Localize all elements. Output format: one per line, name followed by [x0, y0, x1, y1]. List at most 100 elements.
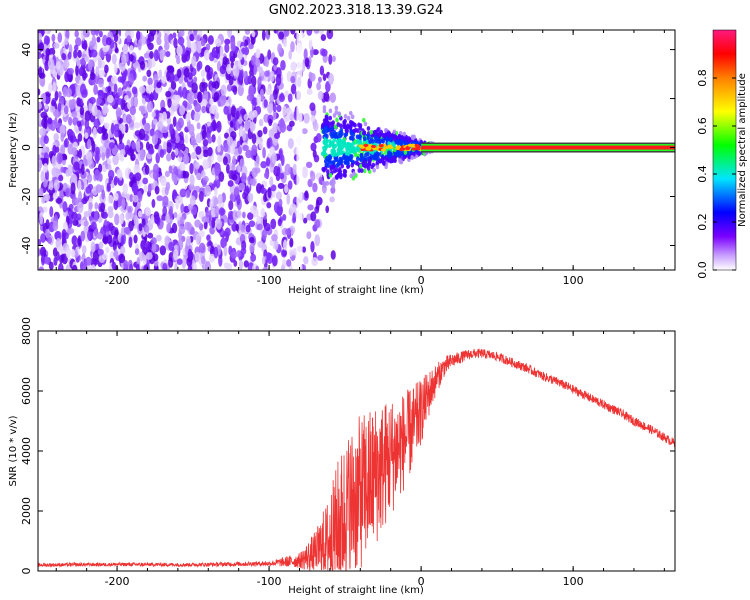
spectrogram-cell [100, 202, 106, 213]
spectrogram-cell [45, 48, 51, 57]
spectrogram-cell [250, 205, 257, 215]
spectrogram-cell [166, 153, 172, 162]
spectrogram-cell [315, 199, 320, 211]
spectrogram-cell [159, 148, 165, 158]
spectrogram-cell [228, 245, 233, 256]
spectrogram-cell [207, 135, 213, 144]
spectrogram-cell [139, 61, 146, 70]
spectrogram-cell [132, 194, 139, 203]
spectrogram-cell [280, 264, 285, 270]
spectrogram-cell [57, 32, 63, 43]
spectrogram-cell [142, 75, 148, 82]
spectrogram-cell [248, 43, 254, 50]
spectrogram-cell [149, 128, 155, 137]
snr-ylabel: SNR (10 * v/v) [8, 415, 19, 486]
spectrogram-cell [213, 80, 220, 90]
spectrogram-cell [54, 231, 61, 241]
spectrogram-cell [96, 232, 104, 240]
spectrogram-cell [117, 176, 124, 186]
spectrogram-cell [118, 213, 124, 225]
spectrogram-cell [247, 192, 254, 203]
spectrogram-cell [48, 180, 54, 191]
colorbar-label: Normalized spectral amplitude [737, 73, 748, 227]
colorbar-ticks: 0.0 0.2 0.4 0.6 0.8 [696, 69, 736, 279]
spectrogram-cell [242, 129, 247, 142]
spectrogram-cell [94, 169, 101, 181]
spectrogram-cell [97, 90, 105, 100]
spectrogram-cell [348, 119, 353, 125]
spectrogram-cell [94, 257, 99, 265]
spectrogram-cell [316, 254, 324, 261]
spectrogram-cell [45, 228, 51, 239]
spectrogram-cell [39, 72, 46, 79]
spectrogram-cell [278, 118, 285, 129]
spectrogram-cell [53, 42, 60, 49]
spectrogram-cell [186, 221, 192, 232]
spectrogram-cell [52, 144, 57, 157]
spectrogram-cell [38, 247, 41, 257]
spectrogram-cell [65, 168, 71, 177]
spectrogram-cell [329, 196, 335, 203]
spectrogram-cell [107, 169, 115, 180]
spectrogram-cell [133, 214, 139, 227]
spectrogram-cell [333, 124, 338, 130]
spectrogram-cell [362, 136, 367, 142]
spectrogram-cell [405, 146, 411, 151]
spectrogram-cell [274, 132, 280, 139]
spectrogram-cell [240, 247, 247, 255]
spectrogram-cell [366, 126, 371, 131]
spectrogram-cell [204, 185, 212, 197]
spectrogram-cell [164, 170, 170, 178]
spectrogram-cell [158, 69, 163, 79]
spectrogram-cell [308, 39, 313, 51]
spectrogram-cell [358, 144, 364, 148]
spectrogram-cell [387, 154, 392, 159]
spectrogram-cell [382, 160, 386, 166]
spectrogram-cell [332, 168, 337, 174]
spectrogram-cell [182, 170, 190, 179]
spectrogram-cell [38, 266, 44, 270]
spectrogram-cell [41, 196, 46, 204]
spectrogram-cell [313, 154, 320, 163]
spectrogram-cell [38, 51, 42, 60]
spectrogram-cell [338, 174, 343, 180]
colorbar-tick-label: 0.2 [696, 213, 709, 231]
spectrogram-cell [184, 134, 189, 144]
spectrogram-cell [271, 152, 277, 164]
spectrogram-cell [194, 251, 201, 263]
spectrogram-cell [363, 121, 368, 127]
spectrogram-cell [190, 42, 197, 54]
spectrogram-cell [60, 166, 65, 173]
spectrogram-cell [105, 37, 112, 46]
spectrogram-cell [58, 174, 64, 182]
spectrogram-cell [213, 246, 219, 259]
spectrogram-cell [42, 92, 47, 104]
spectrogram-cell [335, 163, 339, 169]
spectrogram-cell [255, 58, 261, 68]
spectrogram-cell [266, 251, 271, 261]
spectrogram-cell [204, 64, 211, 73]
spectrogram-cell [219, 93, 227, 106]
spectrogram-cell [143, 184, 148, 193]
spectrogram-cell [84, 132, 89, 139]
spectrogram-cell [192, 263, 198, 270]
spectrogram-cell [251, 30, 256, 38]
spectrogram-cell [327, 159, 331, 164]
spectrogram-cell [322, 167, 326, 173]
spectrogram-cell [213, 186, 218, 197]
spectrogram-cell [102, 237, 108, 244]
spectrogram-cell [302, 264, 307, 270]
spectrogram-cell [384, 127, 388, 133]
spectrogram-cell [224, 227, 231, 237]
spectrogram-cell [76, 120, 82, 127]
spectrogram-cell [113, 63, 118, 74]
spectrogram-cell [82, 264, 87, 270]
spectrogram-cell [270, 218, 277, 230]
spectrogram-cell [319, 65, 325, 76]
spectrogram-cell [248, 236, 255, 244]
spectrogram-cell [91, 221, 97, 230]
spectrogram-cell [78, 98, 83, 107]
spectrogram-cell [103, 219, 108, 226]
spectrogram-cell [84, 119, 90, 130]
carrier-line [421, 145, 675, 150]
